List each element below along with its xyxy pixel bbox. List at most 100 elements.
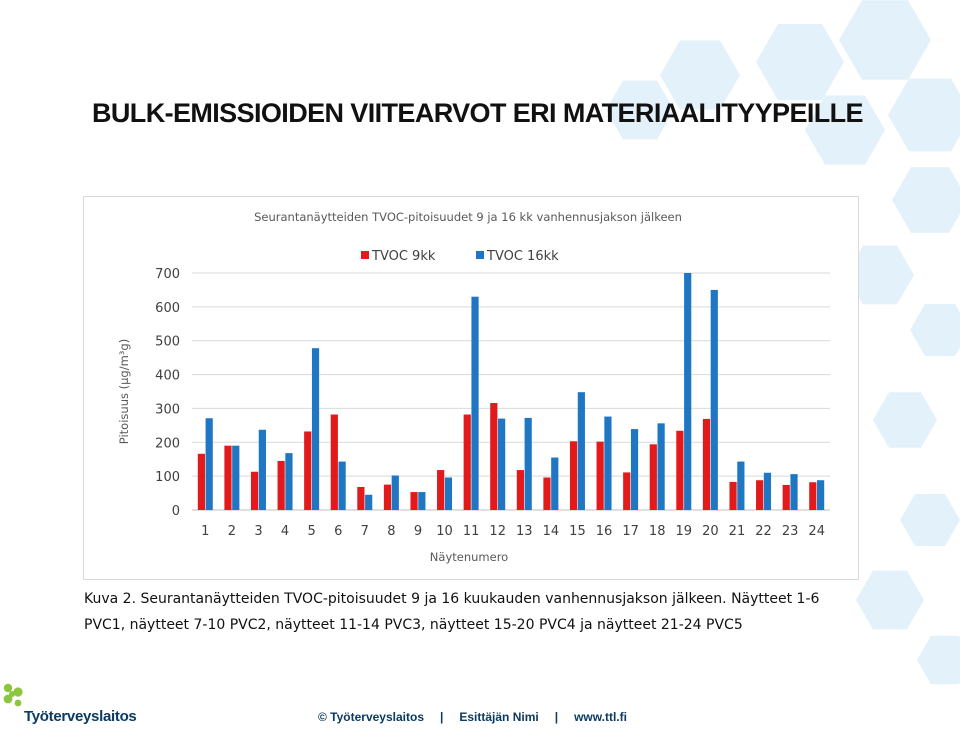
background-hexagon bbox=[888, 78, 960, 152]
legend-swatch bbox=[361, 251, 369, 259]
y-tick-label: 700 bbox=[155, 267, 180, 282]
bar-tvoc-16kk bbox=[790, 474, 798, 510]
bar-tvoc-9kk bbox=[224, 445, 232, 510]
x-tick-label: 17 bbox=[622, 524, 639, 539]
bar-tvoc-9kk bbox=[277, 460, 285, 510]
bar-tvoc-9kk bbox=[756, 480, 764, 510]
bar-tvoc-16kk bbox=[604, 416, 612, 510]
background-hexagon bbox=[917, 635, 960, 685]
logo-text: Työterveyslaitos bbox=[24, 708, 137, 725]
bar-tvoc-9kk bbox=[383, 484, 392, 510]
x-tick-label: 24 bbox=[808, 524, 825, 539]
bar-tvoc-9kk bbox=[330, 414, 338, 510]
footer-copyright: © Työterveyslaitos bbox=[318, 710, 424, 724]
x-tick-label: 18 bbox=[649, 524, 666, 539]
legend-label: TVOC 16kk bbox=[486, 249, 559, 264]
slide-title: BULK-EMISSIOIDEN VIITEARVOT ERI MATERIAA… bbox=[92, 98, 864, 128]
bar-tvoc-9kk bbox=[410, 492, 418, 510]
legend-swatch bbox=[476, 251, 484, 259]
bar-tvoc-9kk bbox=[197, 453, 205, 510]
figure-caption: Kuva 2. Seurantanäytteiden TVOC-pitoisuu… bbox=[84, 586, 874, 638]
x-tick-label: 10 bbox=[436, 524, 453, 539]
x-tick-label: 4 bbox=[281, 524, 289, 539]
x-tick-label: 5 bbox=[307, 524, 315, 539]
bar-tvoc-16kk bbox=[657, 423, 665, 510]
y-tick-label: 500 bbox=[155, 335, 180, 350]
y-axis-label: Pitoisuus (µg/m³g) bbox=[117, 339, 131, 444]
bar-tvoc-9kk bbox=[702, 418, 711, 510]
x-tick-label: 21 bbox=[729, 524, 746, 539]
tvoc-bar-chart: Seurantanäytteiden TVOC-pitoisuudet 9 ja… bbox=[117, 210, 830, 564]
x-tick-label: 12 bbox=[489, 524, 506, 539]
y-tick-label: 100 bbox=[155, 470, 180, 485]
bar-tvoc-9kk bbox=[729, 481, 737, 510]
bar-tvoc-9kk bbox=[250, 471, 259, 510]
bar-tvoc-16kk bbox=[577, 392, 585, 510]
legend-label: TVOC 9kk bbox=[371, 249, 436, 264]
chart-panel: Seurantanäytteiden TVOC-pitoisuudet 9 ja… bbox=[83, 196, 859, 580]
x-tick-label: 8 bbox=[387, 524, 395, 539]
bar-tvoc-9kk bbox=[809, 482, 817, 510]
bar-tvoc-9kk bbox=[437, 470, 445, 510]
bar-tvoc-9kk bbox=[516, 470, 524, 510]
background-hexagon bbox=[756, 23, 844, 101]
footer-separator: | bbox=[440, 710, 444, 724]
bar-tvoc-16kk bbox=[365, 494, 373, 510]
bar-tvoc-16kk bbox=[338, 461, 346, 510]
x-tick-label: 23 bbox=[782, 524, 799, 539]
x-tick-label: 9 bbox=[414, 524, 422, 539]
bar-tvoc-16kk bbox=[498, 418, 506, 510]
y-tick-label: 600 bbox=[155, 301, 180, 316]
bar-tvoc-9kk bbox=[649, 444, 657, 510]
bar-tvoc-9kk bbox=[490, 403, 498, 510]
bar-tvoc-16kk bbox=[630, 429, 639, 510]
bar-tvoc-16kk bbox=[285, 453, 293, 510]
bar-tvoc-16kk bbox=[684, 273, 692, 510]
bar-tvoc-16kk bbox=[737, 461, 745, 510]
x-tick-label: 7 bbox=[361, 524, 369, 539]
bar-tvoc-9kk bbox=[596, 441, 604, 510]
background-hexagon bbox=[660, 40, 740, 110]
y-tick-label: 0 bbox=[172, 504, 180, 519]
x-tick-label: 3 bbox=[254, 524, 262, 539]
bar-tvoc-9kk bbox=[623, 472, 631, 510]
x-tick-label: 20 bbox=[702, 524, 719, 539]
background-hexagon bbox=[892, 167, 960, 233]
bar-tvoc-9kk bbox=[463, 414, 471, 510]
background-hexagon bbox=[900, 494, 960, 546]
bar-tvoc-16kk bbox=[232, 445, 240, 510]
x-tick-label: 1 bbox=[201, 524, 209, 539]
background-hexagon bbox=[873, 392, 937, 448]
caption-line-2: PVC1, näytteet 7-10 PVC2, näytteet 11-14… bbox=[84, 617, 743, 633]
bar-tvoc-16kk bbox=[258, 429, 266, 510]
footer-presenter: Esittäjän Nimi bbox=[459, 710, 539, 724]
x-tick-label: 14 bbox=[543, 524, 560, 539]
bar-tvoc-9kk bbox=[569, 441, 578, 510]
bar-tvoc-16kk bbox=[418, 492, 426, 510]
background-hexagon bbox=[839, 0, 931, 80]
x-tick-label: 13 bbox=[516, 524, 533, 539]
bar-tvoc-16kk bbox=[524, 417, 532, 510]
x-axis-label: Näytenumero bbox=[430, 550, 508, 564]
bar-tvoc-16kk bbox=[444, 477, 453, 510]
footer-url[interactable]: www.ttl.fi bbox=[574, 710, 627, 724]
caption-line-1: Kuva 2. Seurantanäytteiden TVOC-pitoisuu… bbox=[84, 591, 820, 607]
x-tick-label: 2 bbox=[228, 524, 236, 539]
bar-tvoc-16kk bbox=[205, 418, 213, 510]
footer-separator: | bbox=[554, 710, 559, 724]
bar-tvoc-16kk bbox=[391, 475, 399, 510]
bar-tvoc-9kk bbox=[543, 477, 551, 510]
bar-tvoc-9kk bbox=[304, 431, 312, 510]
footer: © Työterveyslaitos | Esittäjän Nimi | www.tt… bbox=[318, 710, 627, 724]
bar-tvoc-16kk bbox=[817, 480, 825, 510]
x-tick-label: 19 bbox=[676, 524, 693, 539]
x-tick-label: 16 bbox=[596, 524, 613, 539]
bar-tvoc-9kk bbox=[357, 486, 365, 510]
background-hexagon bbox=[606, 80, 674, 140]
background-hexagon bbox=[805, 95, 885, 165]
bar-tvoc-16kk bbox=[763, 472, 772, 510]
bar-tvoc-16kk bbox=[551, 457, 559, 510]
bar-tvoc-9kk bbox=[676, 430, 684, 510]
x-tick-label: 11 bbox=[463, 524, 480, 539]
